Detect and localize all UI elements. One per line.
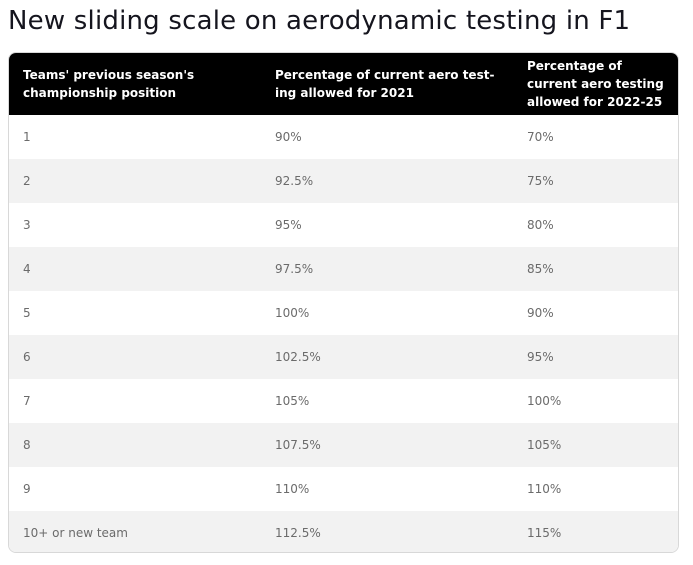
table-body: 1 90% 70% 2 92.5% 75% 3 95% 80% 4 97.5% … [9, 115, 678, 552]
cell-2022-25: 80% [527, 218, 554, 232]
cell-position: 4 [23, 262, 31, 276]
cell-2021: 97.5% [275, 262, 314, 276]
cell-2022-25: 95% [527, 350, 554, 364]
table-row: 7 105% 100% [9, 379, 678, 423]
cell-2021: 112.5% [275, 525, 321, 540]
aero-testing-table-card: Teams' previous season's championship po… [8, 52, 679, 553]
cell-position: 7 [23, 394, 31, 408]
table-row: 9 110% 110% [9, 467, 678, 511]
cell-2021: 102.5% [275, 350, 321, 364]
cell-2021: 100% [275, 306, 310, 320]
cell-2021: 95% [275, 218, 302, 232]
table-row: 3 95% 80% [9, 203, 678, 247]
cell-position: 6 [23, 350, 31, 364]
cell-2021: 107.5% [275, 438, 321, 452]
table-row: 4 97.5% 85% [9, 247, 678, 291]
cell-2021: 92.5% [275, 174, 314, 188]
table-row: 5 100% 90% [9, 291, 678, 335]
table-row: 6 102.5% 95% [9, 335, 678, 379]
cell-2022-25: 75% [527, 174, 554, 188]
cell-2022-25: 110% [527, 482, 562, 496]
column-header-position: Teams' previous season's championship po… [23, 68, 195, 100]
table-row: 8 107.5% 105% [9, 423, 678, 467]
cell-position: 5 [23, 306, 31, 320]
cell-position: 3 [23, 218, 31, 232]
cell-2022-25: 85% [527, 262, 554, 276]
aero-testing-table: Teams' previous season's championship po… [9, 53, 678, 552]
table-header-row: Teams' previous season's championship po… [9, 53, 678, 115]
cell-position: 9 [23, 482, 31, 496]
column-header-2021: Percentage of current aero test­ing allo… [275, 68, 495, 100]
cell-position: 1 [23, 130, 31, 144]
table-header: Teams' previous season's championship po… [9, 53, 678, 115]
cell-2021: 110% [275, 482, 310, 496]
cell-2022-25: 105% [527, 438, 562, 452]
table-row: 10+ or new team 112.5% 115% [9, 511, 678, 552]
cell-position: 10+ or new team [23, 525, 128, 540]
cell-position: 2 [23, 174, 31, 188]
column-header-2022-25: Percentage of current aero test­ing allo… [527, 59, 664, 109]
table-row: 1 90% 70% [9, 115, 678, 159]
cell-position: 8 [23, 438, 31, 452]
cell-2021: 90% [275, 130, 302, 144]
page-title: New sliding scale on aerodynamic testing… [8, 6, 631, 36]
cell-2022-25: 70% [527, 130, 554, 144]
cell-2022-25: 90% [527, 306, 554, 320]
cell-2021: 105% [275, 394, 310, 408]
table-row: 2 92.5% 75% [9, 159, 678, 203]
cell-2022-25: 115% [527, 525, 562, 540]
cell-2022-25: 100% [527, 394, 562, 408]
